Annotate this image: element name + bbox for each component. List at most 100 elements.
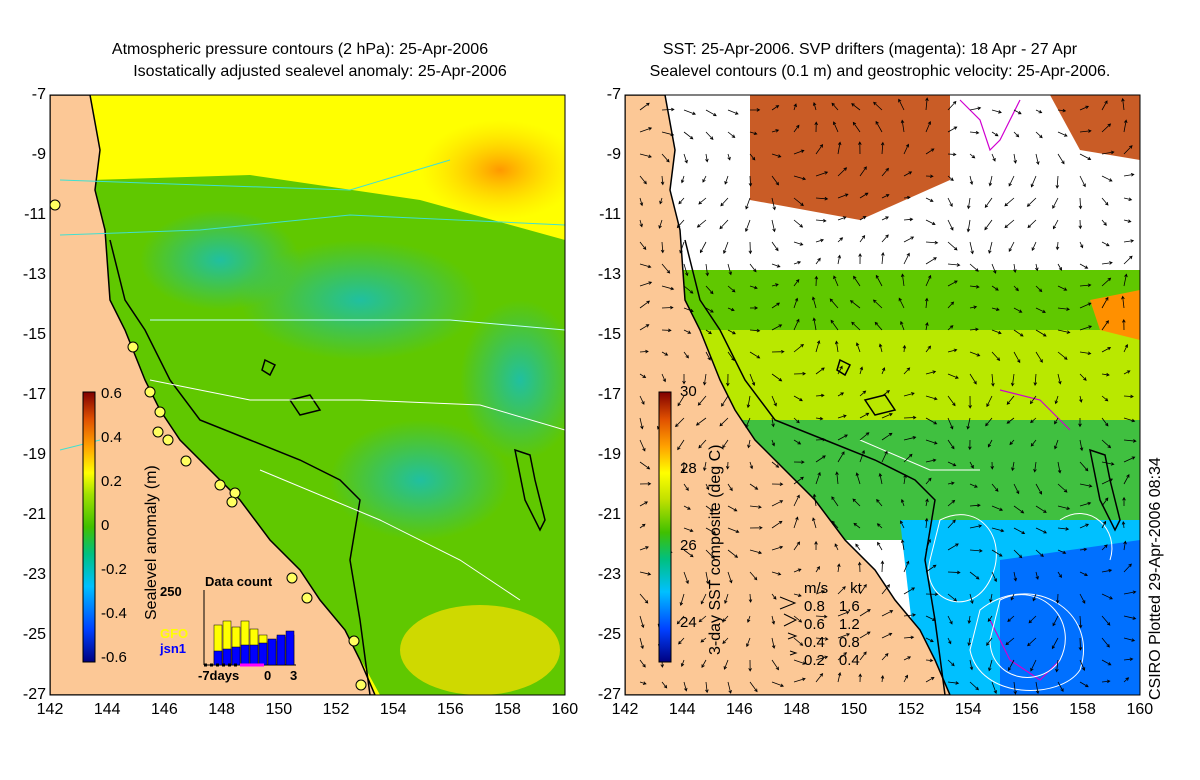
velocity-arrow	[859, 390, 867, 397]
velocity-arrow	[703, 461, 707, 472]
velocity-arrow	[676, 219, 685, 229]
right-x-tick-label: 142	[611, 701, 639, 718]
velocity-arrow	[747, 439, 751, 449]
velocity-arrow	[1026, 197, 1037, 207]
velocity-arrow	[925, 274, 932, 287]
sst-colorbar-tick: 30	[680, 383, 697, 400]
velocity-arrow	[793, 343, 804, 353]
velocity-arrow	[898, 98, 905, 111]
left-pressure-contour-5	[259, 469, 521, 601]
velocity-arrow	[639, 373, 647, 378]
velocity-arrow	[639, 324, 650, 331]
velocity-arrow	[880, 675, 885, 683]
velocity-arrow	[793, 417, 800, 424]
velocity-arrow	[749, 549, 763, 555]
velocity-arrow	[1078, 615, 1083, 629]
velocity-arrow	[1123, 417, 1136, 423]
velocity-arrow	[793, 278, 800, 287]
velocity-arrow	[793, 637, 804, 646]
velocity-arrow	[1101, 659, 1112, 666]
velocity-arrow	[702, 373, 707, 386]
velocity-legend: m/s kt 0.8 1.6 0.6 1.2 0.4 0.8 0.2 0.4	[804, 580, 862, 670]
data-count-title: Data count	[205, 574, 273, 589]
velocity-arrow	[683, 527, 694, 533]
velocity-arrow	[900, 498, 905, 507]
right-y-tick-label: -9	[606, 146, 621, 163]
velocity-arrow	[749, 373, 756, 386]
velocity-arrow	[1101, 123, 1112, 133]
velocity-legend-kt: 1.2	[838, 616, 860, 633]
velocity-arrow	[1101, 520, 1107, 529]
velocity-arrow	[683, 131, 694, 140]
velocity-arrow	[639, 241, 647, 251]
left-x-tick-label: 144	[93, 701, 121, 718]
velocity-arrow	[639, 659, 646, 668]
velocity-arrow	[1079, 461, 1089, 472]
velocity-arrow	[859, 192, 869, 199]
velocity-arrow	[947, 325, 954, 331]
velocity-arrow	[679, 593, 685, 606]
data-count-x-tick-0: 0	[264, 668, 272, 683]
velocity-arrow	[1123, 540, 1127, 551]
jsn1-count-bar	[240, 644, 250, 666]
velocity-arrow	[771, 395, 777, 407]
velocity-arrow	[966, 197, 971, 210]
velocity-arrow	[858, 141, 862, 155]
velocity-arrow	[1101, 320, 1109, 331]
right-reef-3	[1089, 448, 1121, 532]
velocity-arrow	[793, 124, 800, 133]
velocity-arrow	[771, 615, 776, 625]
velocity-arrow	[876, 523, 883, 529]
velocity-arrow	[660, 175, 665, 186]
velocity-arrow	[1079, 593, 1086, 604]
velocity-arrow	[903, 195, 911, 200]
velocity-arrow	[722, 439, 729, 449]
velocity-arrow	[969, 549, 983, 553]
velocity-arrow	[746, 637, 751, 648]
velocity-arrow	[881, 653, 889, 661]
velocity-arrow	[1123, 255, 1133, 265]
left-x-tick-label: 158	[494, 701, 521, 718]
velocity-arrow	[1079, 302, 1092, 309]
velocity-arrow	[859, 216, 867, 221]
right-blue-south	[1000, 540, 1140, 695]
velocity-arrow	[947, 439, 955, 450]
velocity-arrow	[903, 587, 916, 595]
velocity-arrow	[749, 263, 757, 273]
velocity-arrow	[837, 563, 841, 573]
velocity-arrow	[837, 365, 843, 375]
velocity-arrow	[989, 593, 993, 603]
left-reef-1	[261, 358, 277, 377]
velocity-arrow	[812, 317, 817, 331]
velocity-arrow	[1030, 659, 1037, 672]
velocity-arrow	[639, 153, 652, 159]
velocity-arrow	[881, 584, 891, 595]
velocity-arrow	[639, 439, 646, 452]
velocity-arrow	[1079, 263, 1089, 269]
velocity-arrow	[925, 257, 937, 265]
velocity-arrow	[749, 131, 758, 136]
velocity-arrow	[967, 615, 972, 624]
velocity-arrow	[947, 593, 958, 602]
velocity-arrow	[683, 681, 688, 692]
velocity-arrow	[1035, 681, 1040, 695]
velocity-arrow	[745, 219, 751, 233]
left-colorbar	[82, 391, 96, 663]
velocity-arrow	[680, 659, 685, 667]
velocity-arrow	[639, 300, 651, 309]
velocity-arrow	[639, 102, 650, 111]
velocity-arrow	[1013, 109, 1022, 115]
velocity-arrow	[1101, 100, 1108, 111]
velocity-arrow	[858, 253, 862, 265]
velocity-arrow	[969, 130, 980, 135]
velocity-arrow	[881, 390, 891, 397]
velocity-arrow	[947, 175, 954, 181]
velocity-arrow	[771, 439, 775, 447]
velocity-arrow	[1027, 219, 1037, 229]
velocity-arrow	[749, 461, 754, 470]
velocity-arrow	[900, 273, 905, 287]
velocity-arrow	[837, 451, 845, 463]
velocity-arrow	[661, 153, 670, 163]
velocity-arrow	[639, 263, 652, 269]
velocity-arrow	[881, 450, 888, 463]
